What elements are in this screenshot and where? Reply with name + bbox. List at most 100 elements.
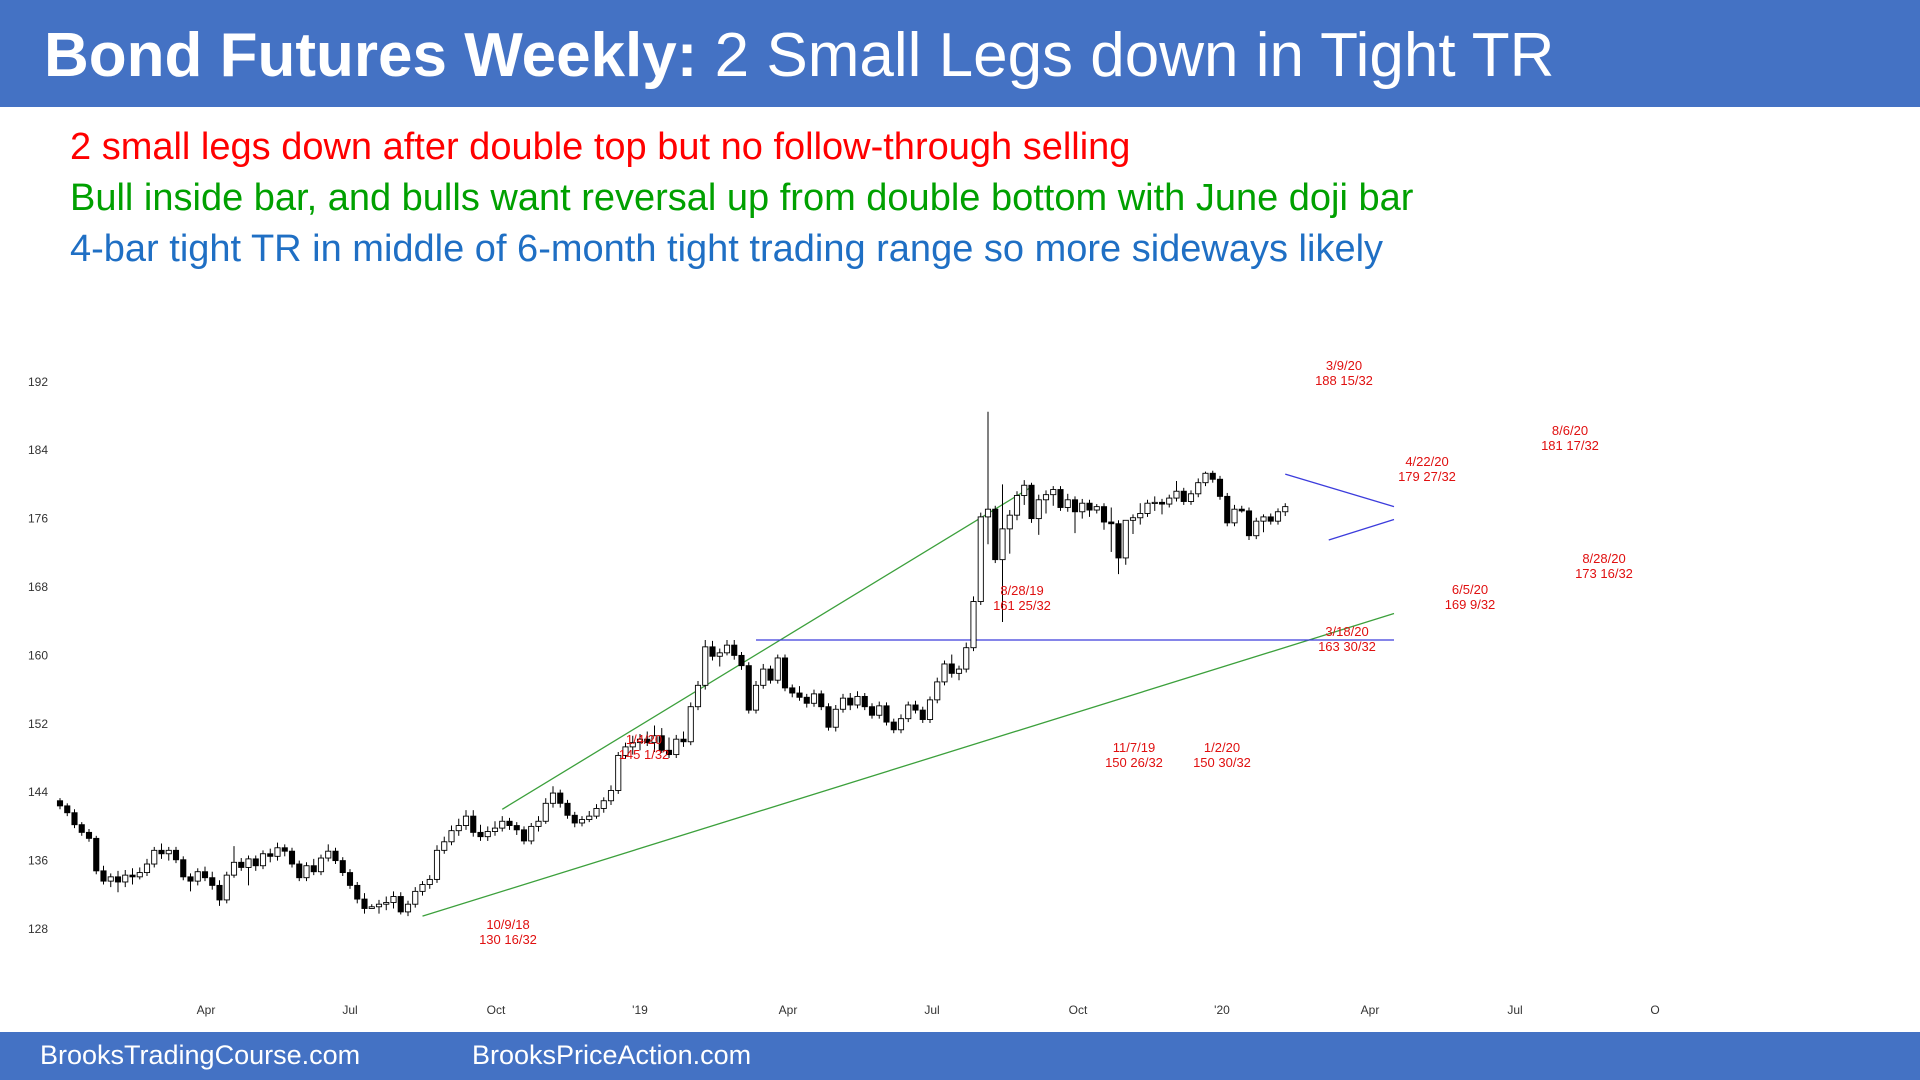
candle-body bbox=[397, 896, 404, 913]
candle-body bbox=[1137, 513, 1144, 519]
annotation-price: 161 25/32 bbox=[993, 598, 1051, 613]
candle-body bbox=[1086, 502, 1093, 511]
page-title: Bond Futures Weekly: 2 Small Legs down i… bbox=[44, 16, 1554, 96]
candle-body bbox=[934, 681, 941, 701]
candle-body bbox=[832, 708, 839, 728]
candle-body bbox=[129, 874, 136, 878]
y-tick-label: 136 bbox=[28, 854, 48, 868]
x-tick-label: Oct bbox=[1069, 1003, 1088, 1017]
candle-body bbox=[1238, 508, 1245, 512]
candle-body bbox=[876, 705, 883, 716]
candle-body bbox=[230, 861, 238, 876]
candle-body bbox=[999, 528, 1006, 561]
candle-body bbox=[847, 697, 854, 706]
candle-body bbox=[520, 829, 528, 842]
candle-body bbox=[165, 849, 172, 855]
candle-body bbox=[752, 684, 760, 711]
candle-body bbox=[680, 738, 687, 743]
annotation-date: 10/9/18 bbox=[486, 917, 529, 932]
page-title-bold: Bond Futures Weekly: bbox=[44, 21, 698, 90]
candle-body bbox=[774, 657, 781, 681]
candle-body bbox=[187, 876, 194, 882]
candle-body bbox=[1253, 520, 1260, 537]
candle-body bbox=[1216, 478, 1224, 497]
candle-body bbox=[1231, 508, 1238, 524]
candle-body bbox=[578, 819, 586, 824]
candle-body bbox=[586, 815, 593, 821]
candle-body bbox=[288, 850, 296, 865]
candle-body bbox=[702, 646, 709, 686]
candle-body bbox=[209, 877, 216, 886]
candle-body bbox=[107, 876, 114, 882]
candle-body bbox=[506, 820, 513, 826]
annotation-date: 11/7/19 bbox=[1113, 740, 1155, 755]
candle-body bbox=[716, 652, 723, 657]
footer-link-course[interactable]: BrooksTradingCourse.com bbox=[40, 1040, 361, 1070]
candle-body bbox=[810, 693, 818, 704]
x-tick-label: O bbox=[1650, 1003, 1659, 1017]
annotation-date: 8/28/19 bbox=[1000, 583, 1043, 598]
candle-body bbox=[383, 902, 390, 905]
candle-body bbox=[557, 792, 564, 804]
candle-body bbox=[1158, 501, 1166, 505]
candle-body bbox=[665, 749, 673, 756]
candle-body bbox=[818, 693, 825, 708]
annotation-date: 4/22/20 bbox=[1405, 454, 1448, 469]
candle-body bbox=[593, 807, 600, 817]
candle-body bbox=[941, 663, 948, 683]
y-tick-label: 128 bbox=[28, 922, 48, 936]
candle-body bbox=[375, 903, 383, 908]
x-tick-label: Jul bbox=[342, 1003, 357, 1017]
candle-body bbox=[143, 863, 151, 874]
x-tick-label: Oct bbox=[487, 1003, 506, 1017]
candle-body bbox=[528, 825, 535, 842]
candle-body bbox=[1115, 523, 1122, 559]
candle-body bbox=[78, 824, 85, 833]
annotation-date: 8/28/20 bbox=[1582, 551, 1625, 566]
candle-body bbox=[354, 884, 361, 900]
title-bar bbox=[0, 0, 1920, 107]
annotation-date: 1/2/20 bbox=[1204, 740, 1240, 755]
candle-body bbox=[731, 644, 738, 656]
candle-body bbox=[948, 663, 955, 674]
candle-body bbox=[136, 872, 143, 878]
annotation-date: 3/9/20 bbox=[1326, 358, 1362, 373]
candle-body bbox=[984, 508, 992, 518]
candle-body bbox=[93, 837, 100, 872]
candle-body bbox=[1144, 502, 1151, 514]
y-tick-label: 184 bbox=[28, 443, 48, 457]
candle-body bbox=[1028, 484, 1035, 520]
candle-body bbox=[1093, 506, 1100, 511]
candle-body bbox=[64, 805, 71, 814]
candle-body bbox=[651, 735, 658, 744]
candle-body bbox=[85, 831, 93, 839]
candle-body bbox=[180, 859, 187, 878]
candle-body bbox=[158, 849, 165, 855]
candle-body bbox=[245, 858, 252, 868]
candle-body bbox=[1071, 499, 1079, 513]
annotation-price: 181 17/32 bbox=[1541, 438, 1599, 453]
candle-body bbox=[1245, 510, 1253, 537]
candle-body bbox=[462, 815, 470, 826]
trendline bbox=[501, 486, 1032, 810]
candle-body bbox=[535, 820, 542, 827]
candle-body bbox=[629, 742, 636, 748]
candle-body bbox=[564, 802, 571, 816]
candle-body bbox=[970, 601, 977, 649]
candle-body bbox=[56, 800, 64, 807]
candle-body bbox=[1006, 514, 1013, 530]
candle-body bbox=[426, 878, 433, 885]
candle-body bbox=[201, 871, 209, 879]
candle-body bbox=[1282, 506, 1289, 513]
annotation-price: 188 15/32 bbox=[1315, 373, 1373, 388]
x-tick-label: Apr bbox=[1361, 1003, 1380, 1017]
candle-body bbox=[412, 890, 419, 905]
annotation-date: 8/6/20 bbox=[1552, 423, 1588, 438]
candle-body bbox=[281, 847, 288, 852]
candle-body bbox=[259, 853, 267, 867]
annotation-price: 163 30/32 bbox=[1318, 639, 1376, 654]
candle-body bbox=[470, 815, 477, 833]
footer-link-priceaction[interactable]: BrooksPriceAction.com bbox=[472, 1040, 752, 1070]
candle-body bbox=[223, 874, 230, 901]
candle-body bbox=[513, 825, 520, 831]
